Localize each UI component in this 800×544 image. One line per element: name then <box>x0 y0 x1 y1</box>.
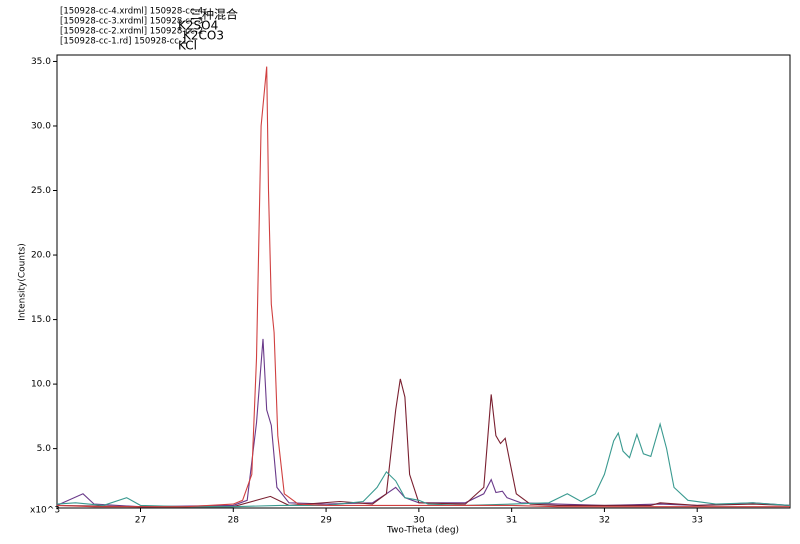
series-line <box>56 422 791 508</box>
x-tick-label: 27 <box>135 516 146 526</box>
annotation: K2CO3 <box>183 29 224 43</box>
y-tick-label: 30.0 <box>31 121 51 131</box>
y-tick-label: 15.0 <box>31 315 51 325</box>
series-line <box>56 338 791 508</box>
annotation: 三种混合 <box>190 7 238 22</box>
y-tick-label: 10.0 <box>31 380 51 390</box>
y-tick-label: 25.0 <box>31 186 51 196</box>
x-tick-label: 33 <box>691 516 702 526</box>
y-tick-label: 5.0 <box>37 444 52 454</box>
series-line <box>56 378 791 508</box>
y-unit-label: x10^3 <box>30 506 60 516</box>
x-tick-label: 32 <box>599 516 610 526</box>
y-tick-label: 20.0 <box>31 251 51 261</box>
legend-entry: [150928-cc-2.xrdml] 150928-cc-2 <box>60 27 203 37</box>
legend-entry: [150928-cc-3.xrdml] 150928-cc-3 <box>60 17 203 27</box>
y-tick-label: 35.0 <box>31 57 51 67</box>
x-axis-label: Two-Theta (deg) <box>386 526 459 536</box>
legend-entry: [150928-cc-1.rd] 150928-cc-1 <box>60 37 187 47</box>
series-line <box>56 66 790 508</box>
x-tick-label: 31 <box>506 516 517 526</box>
annotation: KCl <box>178 39 197 53</box>
plot-frame <box>56 54 791 509</box>
x-tick-label: 28 <box>228 516 240 526</box>
legend-entry: [150928-cc-4.xrdml] 150928-cc-4 <box>60 7 203 17</box>
x-tick-label: 30 <box>413 516 425 526</box>
x-tick-label: 29 <box>320 516 332 526</box>
annotation: K2SO4 <box>178 19 218 33</box>
y-axis-label: Intensity(Counts) <box>18 243 28 321</box>
